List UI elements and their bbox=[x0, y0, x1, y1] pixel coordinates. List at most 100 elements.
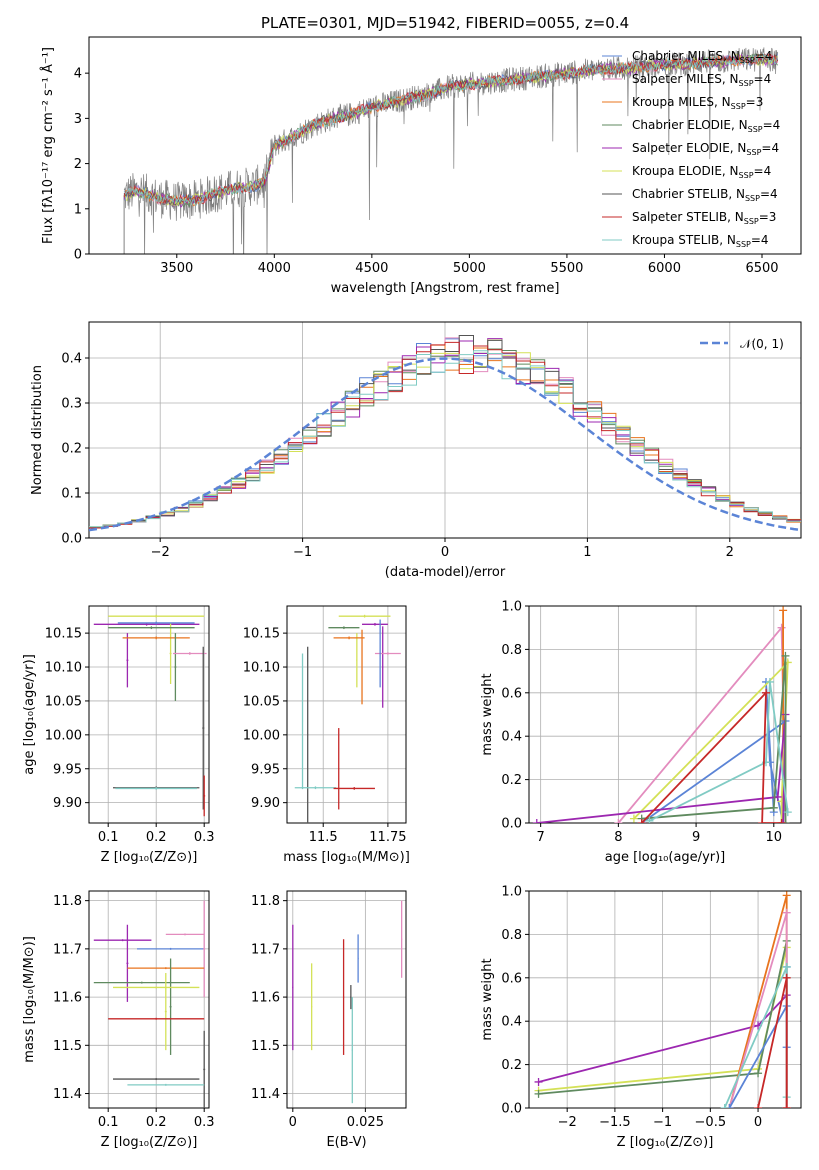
y-tick-label: 10.10 bbox=[243, 661, 280, 676]
y-tick-label: 0.8 bbox=[501, 928, 522, 943]
y-tick-label: 3 bbox=[74, 112, 82, 127]
legend-entry: Salpeter MILES, NSSP=4 bbox=[632, 72, 771, 88]
legend-sub: SSP bbox=[744, 217, 759, 226]
scatter-group bbox=[292, 900, 403, 1104]
chart-residuals: −2 −1 0 1 2 0.0 0.1 0.2 0.3 0.4 (data-model)/error… bbox=[30, 321, 802, 580]
x-tick-label: −1 bbox=[653, 1115, 672, 1130]
residual-data-group bbox=[89, 335, 801, 532]
legend-label: Kroupa ELODIE, N bbox=[632, 164, 739, 178]
weight-marker bbox=[534, 1089, 543, 1098]
chart-age-vs-mass: 11.5 11.75 9.90 9.95 10.00 10.05 10.10 10.15 mas… bbox=[243, 605, 410, 865]
scatter-group bbox=[93, 614, 207, 817]
legend-sub: SSP bbox=[740, 56, 755, 65]
y-tick-label: 0.4 bbox=[501, 730, 522, 745]
weight-series-2 bbox=[641, 681, 787, 823]
plot-frame bbox=[286, 890, 407, 1109]
y-tick-label: 11.5 bbox=[251, 1039, 280, 1054]
scatter-group bbox=[294, 614, 401, 823]
model-spectrum-8 bbox=[123, 52, 778, 206]
legend-entry: Kroupa STELIB, NSSP=4 bbox=[632, 233, 769, 249]
y-tick-label: 9.95 bbox=[251, 762, 280, 777]
weight-marker bbox=[720, 1104, 729, 1108]
weight-lines-group bbox=[534, 891, 791, 1108]
legend-entry: Chabrier MILES, NSSP=4 bbox=[632, 49, 772, 65]
x-tick-label: 4500 bbox=[355, 261, 388, 276]
y-axis-label: mass weight bbox=[480, 673, 495, 755]
y-tick-label: 0.6 bbox=[501, 686, 522, 701]
normal-curve bbox=[89, 357, 801, 532]
weight-marker bbox=[637, 819, 646, 823]
weight-marker bbox=[782, 962, 791, 971]
legend-label: Chabrier MILES, N bbox=[632, 49, 740, 63]
weight-marker bbox=[783, 808, 792, 817]
x-tick-label: −2 bbox=[558, 1115, 577, 1130]
legend-label: Chabrier ELODIE, N bbox=[632, 118, 748, 132]
x-axis-label: (data-model)/error bbox=[385, 565, 506, 580]
x-axis-label: wavelength [Angstrom, rest frame] bbox=[331, 281, 560, 296]
plot-frame bbox=[88, 36, 802, 255]
weight-marker bbox=[645, 816, 654, 823]
legend-suffix: =4 bbox=[751, 233, 769, 247]
model-spectrum-7 bbox=[123, 53, 778, 205]
spectrum-data-group bbox=[123, 47, 778, 254]
legend-suffix: =4 bbox=[754, 164, 772, 178]
x-tick-label: 0 bbox=[754, 1115, 762, 1130]
y-tick-label: 10.10 bbox=[45, 661, 82, 676]
legend-suffix: =4 bbox=[761, 141, 779, 155]
y-tick-label: 11.6 bbox=[251, 991, 280, 1006]
weight-marker bbox=[534, 1077, 543, 1086]
x-tick-label: 3500 bbox=[160, 261, 193, 276]
weight-marker bbox=[614, 819, 623, 823]
histogram-8 bbox=[89, 350, 801, 528]
legend-entry: Kroupa ELODIE, NSSP=4 bbox=[632, 164, 771, 180]
weight-series-4 bbox=[536, 714, 787, 823]
legend-label: Salpeter MILES, N bbox=[632, 72, 739, 86]
x-tick-label: 4000 bbox=[258, 261, 291, 276]
x-axis-label: Z [log₁₀(Z/Z⊙)] bbox=[101, 850, 198, 865]
observed-spectrum bbox=[123, 47, 778, 254]
chart-weight-vs-Z: −2 −1.5 −1 −0.5 0 0.0 0.2 0.4 0.6 0.8 1.0 Z [log₁₀(… bbox=[480, 885, 802, 1150]
weight-lines-group bbox=[532, 606, 792, 823]
y-tick-label: 9.95 bbox=[53, 762, 82, 777]
legend-label: Chabrier STELIB, N bbox=[632, 187, 745, 201]
x-axis-label: mass [log₁₀(M/M⊙)] bbox=[283, 850, 410, 865]
legend-entry: Chabrier STELIB, NSSP=4 bbox=[632, 187, 778, 203]
x-axis-label: Z [log₁₀(Z/Z⊙)] bbox=[101, 1135, 198, 1150]
legend-sub: SSP bbox=[746, 148, 761, 157]
weight-marker bbox=[758, 819, 767, 823]
legend-entry: Kroupa MILES, NSSP=3 bbox=[632, 95, 763, 111]
y-tick-label: 11.5 bbox=[53, 1039, 82, 1054]
plot-frame bbox=[88, 605, 210, 824]
y-tick-label: 11.8 bbox=[53, 894, 82, 909]
legend-entry: 𝒩(0, 1) bbox=[740, 337, 784, 351]
x-axis-label: E(B-V) bbox=[326, 1135, 366, 1150]
weight-marker bbox=[762, 688, 771, 697]
y-tick-label: 0.0 bbox=[61, 532, 82, 547]
weight-marker bbox=[782, 973, 791, 982]
x-tick-label: 0.025 bbox=[347, 1115, 384, 1130]
y-tick-label: 1.0 bbox=[501, 885, 522, 900]
x-tick-label: 2 bbox=[726, 545, 734, 560]
weight-marker bbox=[782, 891, 791, 900]
legend-sub: SSP bbox=[736, 240, 751, 249]
y-tick-label: 9.90 bbox=[251, 796, 280, 811]
legend-sub: SSP bbox=[745, 194, 760, 203]
plot-frame bbox=[528, 605, 802, 824]
y-tick-label: 0.2 bbox=[501, 1058, 522, 1073]
weight-marker bbox=[754, 1069, 763, 1078]
weight-series-5 bbox=[641, 655, 787, 823]
legend-entry: Salpeter ELODIE, NSSP=4 bbox=[632, 141, 779, 157]
x-tick-label: 6000 bbox=[648, 261, 681, 276]
y-tick-label: 10.00 bbox=[243, 728, 280, 743]
x-tick-label: 0 bbox=[289, 1115, 297, 1130]
y-axis-label: Normed distribution bbox=[30, 365, 45, 495]
plot-frame bbox=[88, 890, 210, 1109]
legend-sub: SSP bbox=[748, 125, 763, 134]
chart-weight-vs-age: 7 8 9 10 0.0 0.2 0.4 0.6 0.8 1.0 age [log₁₀(age/yr… bbox=[480, 600, 802, 865]
weight-marker bbox=[779, 819, 788, 823]
legend-sub: SSP bbox=[739, 79, 754, 88]
x-tick-label: 10 bbox=[766, 830, 783, 845]
y-tick-label: 9.90 bbox=[53, 796, 82, 811]
weight-marker bbox=[769, 803, 778, 812]
